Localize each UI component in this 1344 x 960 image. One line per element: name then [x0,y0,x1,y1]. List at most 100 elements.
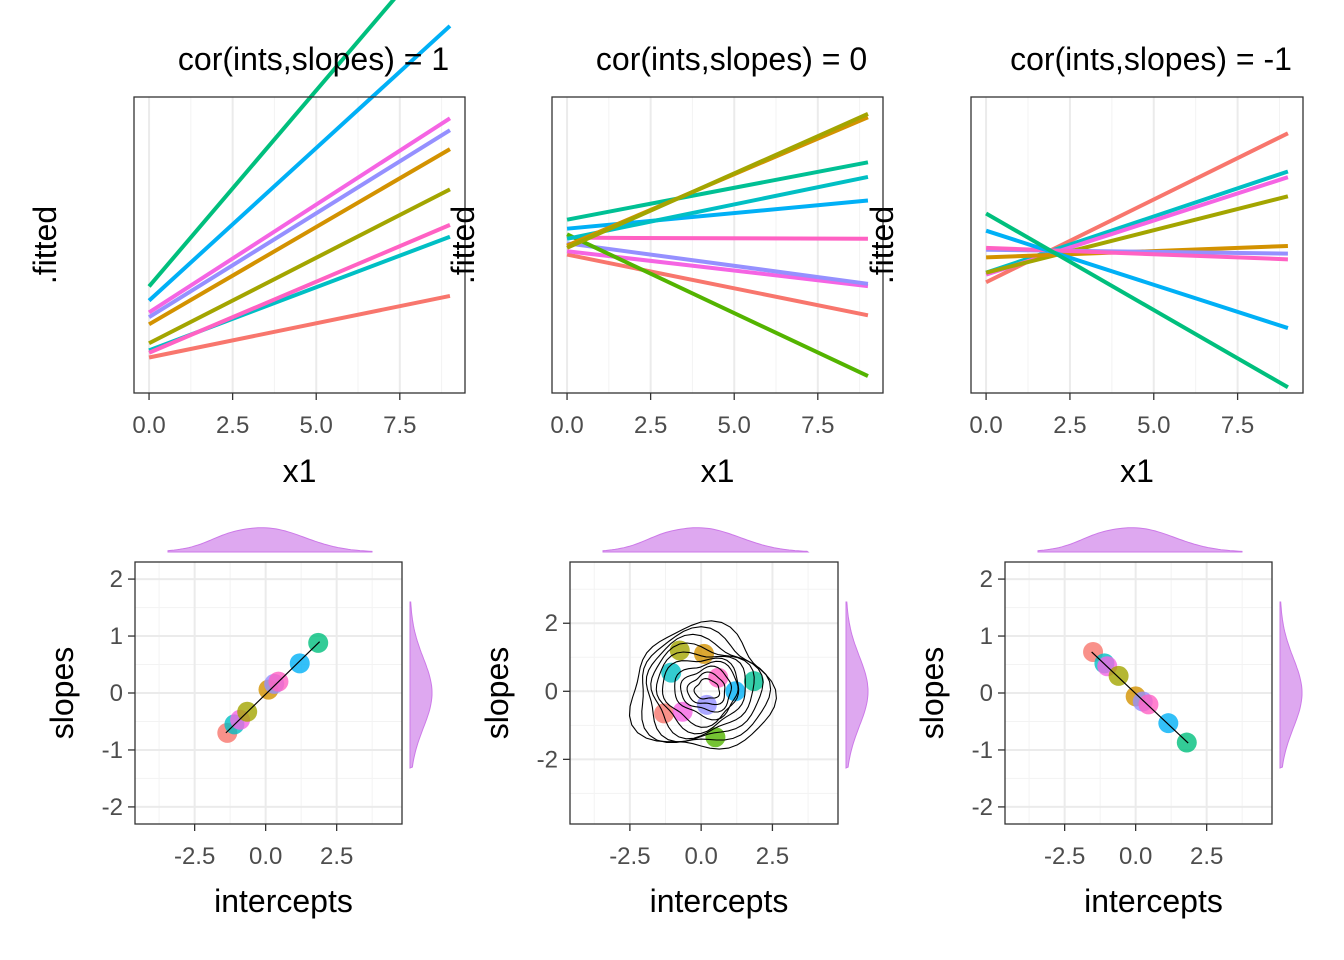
x-tick-label: 0.0 [1119,843,1152,870]
y-tick-label: 2 [110,566,123,593]
x-tick-label: 0.0 [249,843,282,870]
series-line-9 [147,0,396,288]
x-axis-label: intercepts [1084,883,1223,919]
contour-line [641,626,772,743]
series-line-9 [985,211,1289,390]
series-line-1 [566,252,869,318]
scatter-panel-1: -2.5 0.0 2.5 -2 -1 0 1 2 intercepts slopes [44,527,433,919]
y-tick-label: 1 [110,623,123,650]
contour-line [674,660,739,721]
y-axis-label: slopes [479,647,515,740]
scatter-point-8 [289,653,310,674]
marginal-density-top [1037,527,1243,553]
y-tick-label: 0 [980,680,993,707]
scatter-point-7 [1138,694,1159,715]
x-tick-label: 2.5 [1053,412,1086,439]
x-tick-label: -2.5 [1044,843,1085,870]
line-panel-2: 0.0 2.5 5.0 7.5 cor(ints,slopes) = 0 x1 .fitte… [445,41,884,489]
x-axis-label: x1 [283,453,317,489]
x-tick-label: 7.5 [1221,412,1254,439]
series-line-5 [148,147,451,327]
marginal-density-right [1279,601,1303,769]
series-line-4 [148,187,451,346]
scatter-point-4 [672,701,693,722]
series-line-7 [986,245,1288,262]
y-tick-label: -2 [102,794,123,821]
x-tick-label: 2.5 [1190,843,1223,870]
y-tick-label: 1 [980,623,993,650]
y-tick-label: 2 [980,566,993,593]
x-tick-label: 7.5 [383,412,416,439]
scatter-point-1 [654,703,675,724]
x-axis-label: intercepts [650,883,789,919]
x-tick-label: 0.0 [969,412,1002,439]
scatter-panel-2: -2.5 0.0 2.5 -2 0 2 intercepts slopes [479,527,869,919]
contour-line [679,665,733,713]
series-line-6 [147,128,452,319]
series-line-7 [566,160,869,222]
x-tick-label: 2.5 [320,843,353,870]
panel-title: cor(ints,slopes) = 1 [178,41,449,77]
scatter-point-4 [1108,665,1129,686]
y-tick-label: 0 [545,678,558,705]
x-tick-label: 2.5 [216,412,249,439]
marginal-density-right [845,601,869,769]
x-tick-label: 7.5 [801,412,834,439]
density-contours [628,620,777,750]
marginal-density-top [167,527,373,553]
panel-border [551,96,884,394]
x-tick-label: 0.0 [684,843,717,870]
panel-border [569,561,839,825]
y-axis-label: .fitted [864,206,900,284]
series-line-3 [148,223,451,355]
y-axis-label: .fitted [27,206,63,284]
contour-line [650,642,755,740]
series-line-7 [147,116,452,315]
series-line-4 [985,194,1289,275]
x-tick-label: 5.0 [1137,412,1170,439]
panel-title: cor(ints,slopes) = 0 [596,41,867,77]
contour-line [693,678,721,700]
series-line-8 [147,24,452,303]
series-line-8 [985,228,1289,330]
series-line-8 [566,174,869,241]
panel-border [970,96,1304,394]
y-tick-label: -2 [537,746,558,773]
series-line-1 [148,293,451,360]
contour-line [645,633,764,743]
scatter-point-3 [669,640,690,661]
scatter-point-6 [696,694,717,715]
scatter-point-8 [1158,713,1179,734]
series-line-10 [566,112,869,250]
y-axis-label: slopes [914,647,950,740]
x-tick-label: 2.5 [756,843,789,870]
contour-line [628,620,777,750]
fit-line [1091,651,1189,744]
series-line-5 [566,232,869,378]
contour-line [686,671,726,706]
x-tick-label: 5.0 [300,412,333,439]
scatter-point-8 [725,681,746,702]
y-tick-label: 2 [545,610,558,637]
y-tick-label: -2 [972,794,993,821]
y-axis-label: .fitted [445,206,481,284]
y-tick-label: -1 [102,737,123,764]
x-tick-label: -2.5 [174,843,215,870]
x-tick-label: 0.0 [550,412,583,439]
line-panel-3: 0.0 2.5 5.0 7.5 cor(ints,slopes) = -1 x1 .fitt… [864,41,1304,489]
series-line-4 [567,235,868,241]
x-axis-label: x1 [1120,453,1154,489]
marginal-density-top [602,527,810,553]
fit-line [225,641,321,734]
y-axis-label: slopes [44,647,80,740]
scatter-panel-3: -2.5 0.0 2.5 -2 -1 0 1 2 intercepts slopes [914,527,1303,919]
x-tick-label: 0.0 [132,412,165,439]
x-tick-label: 2.5 [634,412,667,439]
x-axis-label: intercepts [214,883,353,919]
x-tick-label: -2.5 [609,843,650,870]
marginal-density-right [409,601,433,769]
y-tick-label: 0 [110,680,123,707]
line-panel-1: 0.0 2.5 5.0 7.5 cor(ints,slopes) = 1 x1 .fitte… [27,0,466,489]
x-axis-label: x1 [701,453,735,489]
